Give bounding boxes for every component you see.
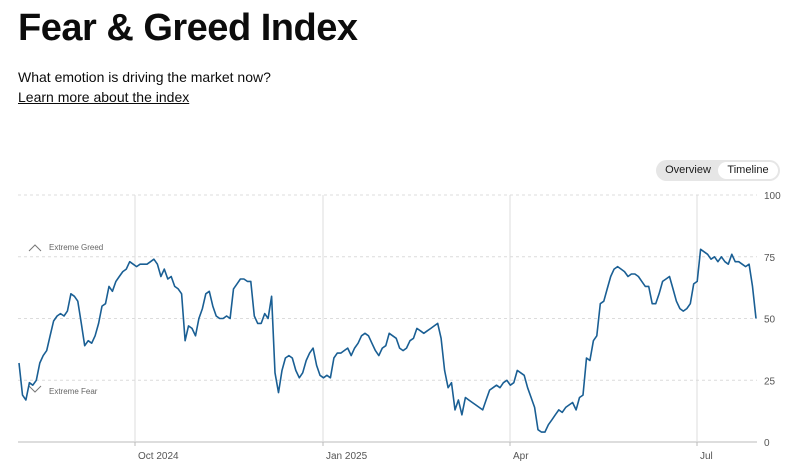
timeline-tab[interactable]: Timeline	[718, 162, 778, 179]
view-toggle: Overview Timeline	[656, 160, 780, 181]
y-tick-label: 100	[764, 191, 781, 202]
y-tick-label: 25	[764, 376, 776, 387]
overview-tab[interactable]: Overview	[665, 164, 711, 176]
learn-more-link[interactable]: Learn more about the index	[18, 89, 190, 105]
fear-greed-chart: 0 25 50 75 100 Oct 2024 Jan 2025 Apr Jul Extreme …	[18, 191, 781, 462]
page-title: Fear & Greed Index	[18, 7, 358, 49]
chevron-up-icon	[28, 244, 42, 252]
y-tick-label: 50	[764, 315, 776, 326]
extreme-greed-label: Extreme Greed	[49, 243, 103, 252]
page-subtitle: What emotion is driving the market now?	[18, 69, 271, 85]
extreme-fear-label: Extreme Fear	[49, 387, 98, 396]
y-tick-label: 75	[764, 253, 776, 264]
x-tick-label: Apr	[513, 451, 529, 462]
x-tick-label: Oct 2024	[138, 451, 179, 462]
x-tick-label: Jan 2025	[326, 451, 368, 462]
y-tick-label: 0	[764, 438, 770, 449]
fear-greed-series-line	[18, 248, 757, 433]
x-tick-label: Jul	[700, 451, 713, 462]
chevron-down-icon	[28, 385, 42, 393]
